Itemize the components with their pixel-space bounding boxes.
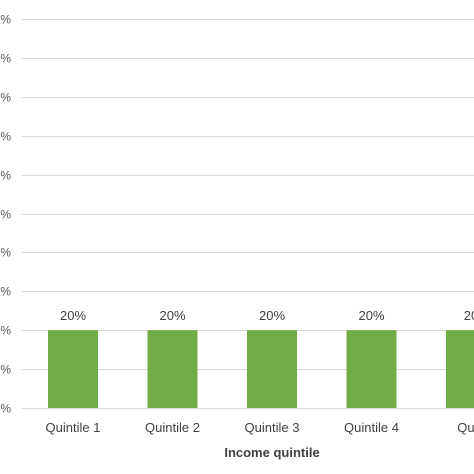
y-tick-label: %: [0, 13, 11, 27]
y-tick-label: %: [0, 363, 11, 377]
y-tick-label: %: [0, 169, 11, 183]
bar-value-label: 20%: [358, 308, 384, 323]
category-label: Quintile 1: [46, 420, 101, 435]
y-tick-label: %: [0, 324, 11, 338]
category-label: Quin: [457, 420, 474, 435]
category-label: Quintile 3: [245, 420, 300, 435]
bar-4: [346, 330, 397, 408]
bar-2: [147, 330, 198, 408]
bar-value-label: 20%: [60, 308, 86, 323]
bar-value-label: 20: [464, 308, 474, 323]
y-tick-label: %: [0, 91, 11, 105]
x-axis-title: Income quintile: [224, 445, 319, 460]
bar-value-label: 20%: [259, 308, 285, 323]
y-tick-label: %: [0, 208, 11, 222]
y-tick-label: %: [0, 285, 11, 299]
bar-3: [247, 330, 297, 408]
y-axis-tick-labels: %%%%%%%%%%%: [0, 13, 11, 416]
y-tick-label: %: [0, 246, 11, 260]
category-label: Quintile 2: [145, 420, 200, 435]
bar-5: [446, 330, 474, 408]
category-label: Quintile 4: [344, 420, 399, 435]
x-axis-category-labels: Quintile 1 Quintile 2 Quintile 3 Quintile 4…: [46, 420, 474, 435]
y-tick-label: %: [0, 52, 11, 66]
y-tick-label: %: [0, 130, 11, 144]
bar-1: [48, 330, 98, 408]
bar-value-label: 20%: [159, 308, 185, 323]
y-tick-label: %: [0, 402, 11, 416]
bars: [48, 330, 474, 408]
data-labels: 20% 20% 20% 20% 20: [60, 308, 474, 323]
